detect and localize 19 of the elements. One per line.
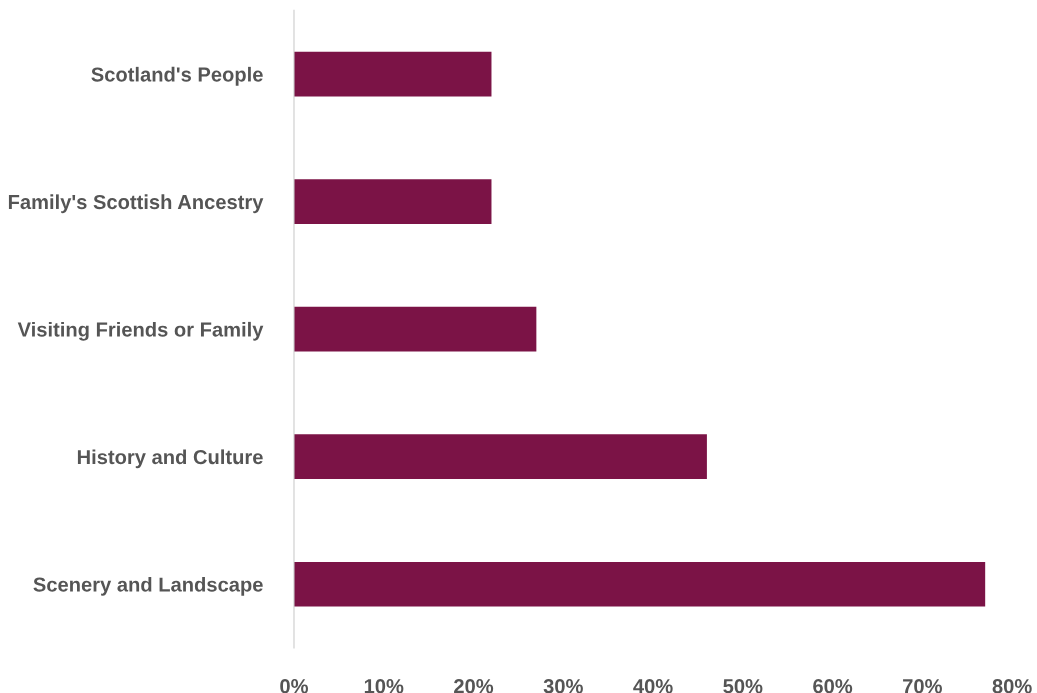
x-tick-label: 40% [633,679,673,693]
x-tick-label: 80% [992,679,1032,693]
x-tick-label: 10% [364,679,404,693]
x-tick-label: 0% [280,679,309,693]
y-tick-label: Scotland's People [91,66,263,86]
bar [293,561,986,607]
x-tick-label: 70% [903,679,942,693]
x-tick-label: 50% [723,679,763,693]
bar [293,51,492,97]
x-tick-label: 30% [543,679,583,693]
y-tick-label: Scenery and Landscape [33,576,263,596]
bar [293,434,707,479]
x-tick-label: 20% [454,679,494,693]
bar [293,179,492,224]
y-tick-label: Family's Scottish Ancestry [8,194,264,214]
x-tick-label: 60% [813,679,853,693]
bar [293,306,537,352]
y-tick-label: History and Culture [77,449,263,469]
y-tick-label: Visiting Friends or Family [17,321,264,341]
